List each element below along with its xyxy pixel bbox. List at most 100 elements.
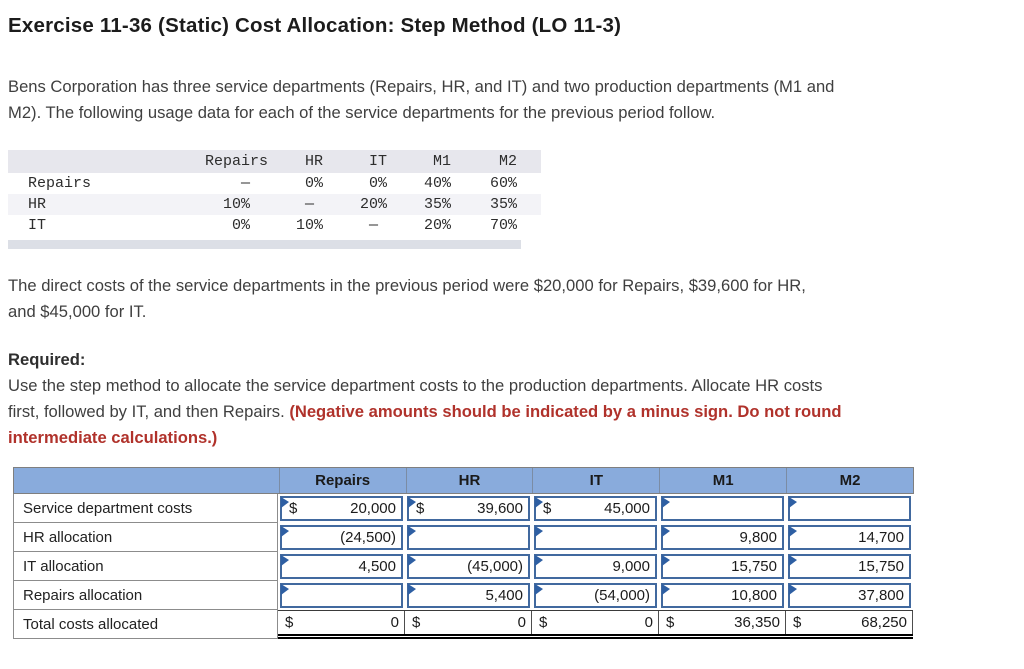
table-row: Service department costs $20,000 $39,600… xyxy=(13,494,914,523)
dollar-sign: $ xyxy=(416,500,425,517)
cell-flag-icon xyxy=(662,497,670,508)
usage-cell: 60% xyxy=(489,175,517,192)
instructions-warning-part-1: (Negative amounts should be indicated by… xyxy=(289,402,842,421)
input-cell[interactable]: 5,400 xyxy=(407,583,530,608)
total-cell: $68,250 xyxy=(786,611,913,634)
usage-header-hr: HR xyxy=(304,153,323,170)
usage-cell: 20% xyxy=(359,196,387,213)
header-cell-blank xyxy=(14,468,279,493)
cell-value: 68,250 xyxy=(861,614,907,631)
cell-value: 0 xyxy=(644,614,653,631)
cell-flag-icon xyxy=(535,497,543,508)
dollar-sign: $ xyxy=(285,614,294,631)
cell-value: 4,500 xyxy=(358,558,396,575)
input-cell[interactable]: 9,800 xyxy=(661,525,784,550)
cell-value: 20,000 xyxy=(350,500,396,517)
usage-cell: — xyxy=(368,217,387,234)
instructions-line-1: Use the step method to allocate the serv… xyxy=(8,376,823,395)
input-cell[interactable] xyxy=(280,583,403,608)
cell-value: 15,750 xyxy=(858,558,904,575)
usage-row-label: IT xyxy=(28,217,47,234)
input-cell[interactable]: (54,000) xyxy=(534,583,657,608)
usage-header-m2: M2 xyxy=(498,153,517,170)
cell-flag-icon xyxy=(789,526,797,537)
cell-value: 15,750 xyxy=(731,558,777,575)
cell-value: 9,800 xyxy=(739,529,777,546)
usage-header-row: Repairs HR IT M1 M2 xyxy=(8,150,541,173)
table-row: IT 0% 10% — 20% 70% xyxy=(8,215,541,236)
input-cell[interactable]: $20,000 xyxy=(280,496,403,521)
total-cell: $0 xyxy=(278,611,405,634)
usage-header-blank xyxy=(8,150,190,173)
usage-cell: 0% xyxy=(368,175,387,192)
cell-value: 39,600 xyxy=(477,500,523,517)
direct-costs-line-1: The direct costs of the service departme… xyxy=(8,276,806,295)
input-cell[interactable]: 9,000 xyxy=(534,554,657,579)
input-cell[interactable]: $45,000 xyxy=(534,496,657,521)
input-cell[interactable]: 14,700 xyxy=(788,525,911,550)
usage-cell: 70% xyxy=(489,217,517,234)
input-cell[interactable] xyxy=(407,525,530,550)
usage-cell: 10% xyxy=(222,196,250,213)
cell-flag-icon xyxy=(281,555,289,566)
table-row: Repairs allocation 5,400 (54,000) 10,800… xyxy=(13,581,914,610)
input-cell[interactable]: (24,500) xyxy=(280,525,403,550)
cell-value: 14,700 xyxy=(858,529,904,546)
cell-value: (45,000) xyxy=(467,558,523,575)
cell-value: 45,000 xyxy=(604,500,650,517)
table-row: HR allocation (24,500) 9,800 14,700 xyxy=(13,523,914,552)
cell-flag-icon xyxy=(408,555,416,566)
header-cell-repairs: Repairs xyxy=(278,468,406,493)
intro-line-2: M2). The following usage data for each o… xyxy=(8,103,716,122)
usage-header-m1: M1 xyxy=(432,153,451,170)
cell-flag-icon xyxy=(281,584,289,595)
direct-costs-paragraph: The direct costs of the service departme… xyxy=(8,273,1024,325)
row-label: Service department costs xyxy=(13,494,278,523)
cell-flag-icon xyxy=(789,497,797,508)
usage-header-spacer xyxy=(517,150,541,173)
row-label: HR allocation xyxy=(13,523,278,552)
input-cell[interactable] xyxy=(534,525,657,550)
input-cell[interactable]: $39,600 xyxy=(407,496,530,521)
usage-cell: 0% xyxy=(231,217,250,234)
dollar-sign: $ xyxy=(539,614,548,631)
dollar-sign: $ xyxy=(793,614,802,631)
cell-flag-icon xyxy=(535,584,543,595)
cell-value: 9,000 xyxy=(612,558,650,575)
input-cell[interactable]: (45,000) xyxy=(407,554,530,579)
usage-table-footer-band xyxy=(8,240,521,249)
cell-value: 5,400 xyxy=(485,587,523,604)
input-cell[interactable] xyxy=(661,496,784,521)
input-cell[interactable]: 15,750 xyxy=(788,554,911,579)
cell-flag-icon xyxy=(535,526,543,537)
required-instructions: Use the step method to allocate the serv… xyxy=(8,373,1024,451)
total-cell: $0 xyxy=(532,611,659,634)
allocation-table-header: Repairs HR IT M1 M2 xyxy=(13,467,914,494)
dollar-sign: $ xyxy=(666,614,675,631)
usage-cell: — xyxy=(240,175,250,192)
input-cell[interactable]: 4,500 xyxy=(280,554,403,579)
header-cell-m1: M1 xyxy=(659,468,786,493)
usage-cell: 20% xyxy=(423,217,451,234)
usage-header-it: IT xyxy=(368,153,387,170)
table-row: Repairs — 0% 0% 40% 60% xyxy=(8,173,541,194)
cell-flag-icon xyxy=(789,584,797,595)
required-heading: Required: xyxy=(8,350,86,369)
input-cell[interactable]: 10,800 xyxy=(661,583,784,608)
cell-value: 36,350 xyxy=(734,614,780,631)
row-label: IT allocation xyxy=(13,552,278,581)
input-cell[interactable] xyxy=(788,496,911,521)
instructions-warning-part-2: intermediate calculations.) xyxy=(8,428,218,447)
input-cell[interactable]: 37,800 xyxy=(788,583,911,608)
header-cell-m2: M2 xyxy=(786,468,913,493)
dollar-sign: $ xyxy=(543,500,552,517)
direct-costs-line-2: and $45,000 for IT. xyxy=(8,302,147,321)
row-label: Total costs allocated xyxy=(13,610,278,639)
cell-flag-icon xyxy=(662,555,670,566)
cell-flag-icon xyxy=(408,584,416,595)
usage-row-label: Repairs xyxy=(28,175,92,192)
cell-value: 10,800 xyxy=(731,587,777,604)
cell-flag-icon xyxy=(281,526,289,537)
input-cell[interactable]: 15,750 xyxy=(661,554,784,579)
table-row-total: Total costs allocated $0 $0 $0 $36,350 $… xyxy=(13,610,914,639)
